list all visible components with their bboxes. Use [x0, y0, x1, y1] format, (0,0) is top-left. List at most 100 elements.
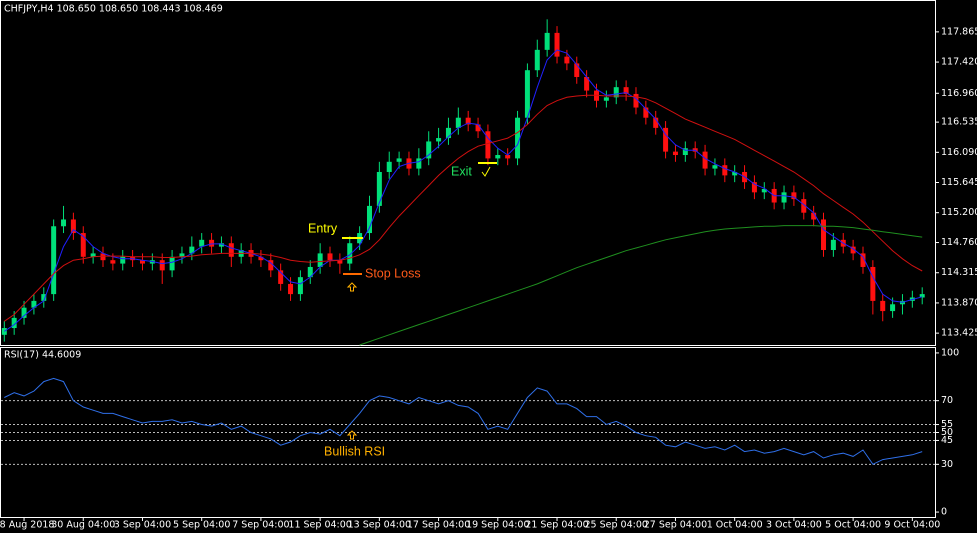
candle-body — [21, 307, 27, 318]
candle-body — [653, 117, 659, 128]
candle-body — [70, 219, 76, 234]
candle-body — [110, 260, 116, 264]
exit-check — [481, 166, 491, 177]
x-tick-label: 30 Aug 04:00 — [51, 520, 115, 531]
chart-title: CHFJPY,H4 108.650 108.650 108.443 108.46… — [4, 4, 223, 15]
x-tick-label: 13 Sep 04:00 — [348, 520, 411, 531]
candle-body — [801, 199, 807, 213]
candle-body — [722, 165, 728, 176]
candle-body — [830, 239, 836, 251]
candle-body — [495, 155, 501, 159]
annotation: Exit — [451, 164, 472, 178]
candle-body — [890, 304, 896, 312]
x-tick-label: 7 Sep 04:00 — [232, 520, 289, 531]
y-tick-label: 116.090 — [941, 147, 977, 158]
candle-body — [584, 76, 590, 91]
annotation: Entry — [308, 221, 338, 235]
candle-body — [396, 158, 402, 162]
candle-body — [672, 151, 678, 156]
candle-body — [455, 117, 461, 128]
y-tick-label: 50 — [941, 427, 953, 438]
y-tick-label: 30 — [941, 459, 953, 470]
candle-body — [297, 277, 303, 295]
candle-body — [613, 87, 619, 98]
line — [359, 225, 923, 346]
candle-body — [347, 243, 353, 264]
candle-body — [524, 70, 530, 118]
x-tick-label: 9 Oct 04:00 — [884, 520, 940, 531]
candle-body — [544, 32, 550, 50]
candle-body — [436, 138, 442, 142]
candle-body — [139, 260, 145, 264]
candle-body — [41, 294, 47, 301]
candle-body — [337, 260, 343, 264]
candle-body — [465, 117, 471, 125]
candle-body — [732, 171, 738, 176]
candle-body — [712, 165, 718, 169]
line — [4, 94, 923, 322]
rsi-title: RSI(17) 44.6009 — [4, 350, 81, 361]
candle-body — [307, 266, 313, 278]
candle-body — [643, 107, 649, 118]
y-tick-label: 0 — [941, 507, 947, 518]
y-tick-label: 114.760 — [941, 237, 977, 248]
candle-body — [416, 158, 422, 169]
candle-body — [702, 151, 708, 169]
candle-body — [554, 32, 560, 57]
x-tick-label: 19 Sep 04:00 — [466, 520, 529, 531]
candle-body — [209, 239, 215, 247]
candle-body — [189, 246, 195, 254]
candle-body — [288, 283, 294, 295]
candle-body — [761, 188, 767, 193]
candle-body — [682, 148, 688, 156]
candle-body — [791, 192, 797, 200]
candle-body — [850, 246, 856, 254]
y-tick-label: 114.315 — [941, 267, 977, 278]
candle-body — [100, 253, 106, 261]
line — [4, 49, 923, 332]
y-tick-label: 113.870 — [941, 297, 977, 308]
candle-body — [258, 256, 264, 261]
candle-body — [564, 56, 570, 64]
y-tick-label: 115.200 — [941, 207, 977, 218]
candle-body — [179, 253, 185, 257]
arrow-up — [346, 282, 358, 292]
y-tick-label: 100 — [941, 347, 959, 358]
candle-body — [515, 117, 521, 159]
candle-body — [228, 243, 234, 257]
y-tick-label: 116.960 — [941, 88, 977, 99]
candle-body — [603, 97, 609, 101]
candle-body — [534, 49, 540, 71]
line — [4, 377, 923, 465]
x-tick-label: 3 Oct 04:00 — [766, 520, 822, 531]
candle-body — [574, 63, 580, 77]
candle-body — [821, 219, 827, 251]
candle-body — [751, 182, 757, 193]
candle-body — [80, 233, 86, 257]
annotation: Bullish RSI — [324, 444, 385, 458]
y-tick-label: 70 — [941, 395, 953, 406]
candle-body — [870, 266, 876, 301]
annotation: Stop Loss — [365, 266, 421, 280]
candle-body — [1, 328, 7, 335]
candle-body — [663, 127, 669, 152]
x-tick-label: 5 Oct 04:00 — [825, 520, 881, 531]
candle-body — [268, 260, 274, 271]
candle-body — [505, 155, 511, 159]
y-tick-label: 117.865 — [941, 26, 977, 37]
candle-body — [919, 294, 925, 298]
x-tick-label: 5 Sep 04:00 — [173, 520, 230, 531]
candle-body — [90, 253, 96, 257]
candle-body — [880, 300, 886, 312]
candle-body — [51, 226, 57, 295]
candle-body — [199, 239, 205, 247]
candle-body — [623, 87, 629, 94]
y-tick-label: 55 — [941, 419, 953, 430]
y-tick-label: 115.645 — [941, 177, 977, 188]
candle-body — [278, 270, 284, 284]
candle-body — [317, 253, 323, 267]
x-tick-label: 27 Sep 04:00 — [644, 520, 707, 531]
x-tick-label: 3 Sep 04:00 — [114, 520, 171, 531]
y-tick-label: 116.535 — [941, 117, 977, 128]
